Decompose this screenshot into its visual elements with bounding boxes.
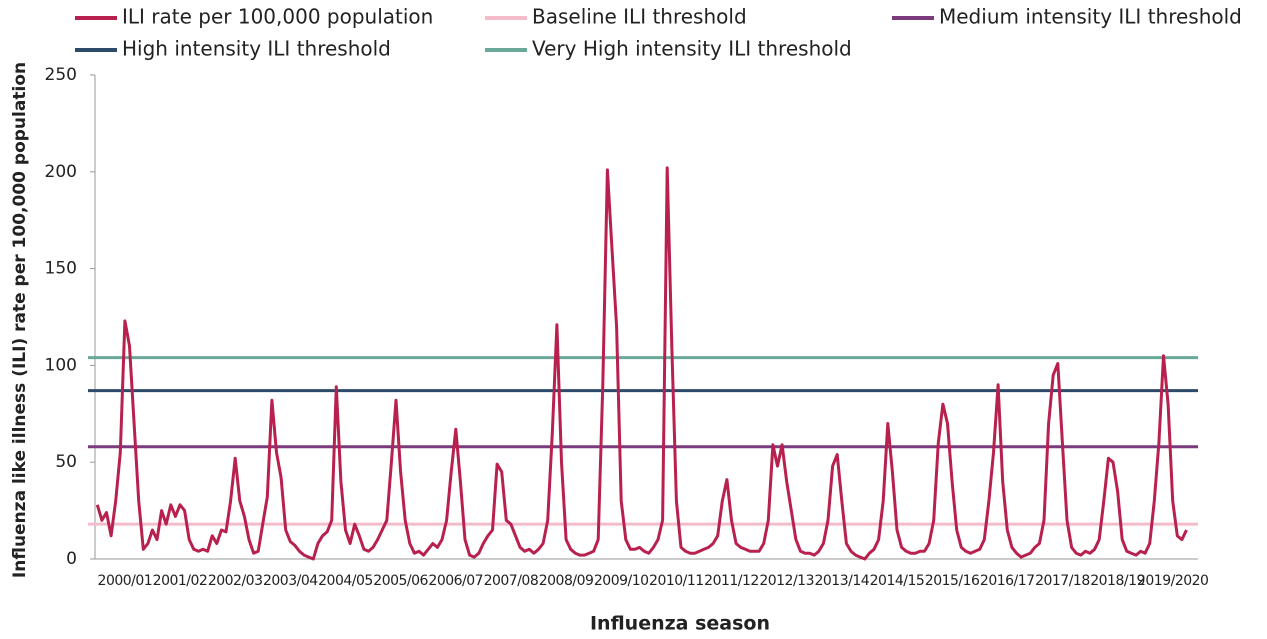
x-tick-label: 2003/04 (263, 573, 318, 589)
legend-label: ILI rate per 100,000 population (122, 5, 433, 29)
legend-label: Medium intensity ILI threshold (939, 5, 1242, 29)
y-tick-label: 150 (45, 259, 77, 279)
x-tick-label: 2011/12 (704, 573, 759, 589)
legend-label: Very High intensity ILI threshold (532, 37, 852, 61)
x-tick-label: 2007/08 (484, 573, 539, 589)
y-tick-label: 50 (55, 452, 77, 472)
y-tick-label: 250 (45, 65, 77, 85)
y-axis-label: Influenza like illness (ILI) rate per 10… (10, 62, 30, 578)
x-tick-label: 2008/09 (539, 573, 594, 589)
x-tick-label: 2000/01 (98, 573, 153, 589)
x-tick-label: 2006/07 (428, 573, 483, 589)
y-tick-label: 100 (45, 355, 77, 375)
x-tick-label: 2017/18 (1035, 573, 1090, 589)
y-tick-label: 0 (66, 549, 77, 569)
x-axis-label: Influenza season (590, 613, 770, 635)
x-tick-label: 2016/17 (980, 573, 1035, 589)
y-tick-label: 200 (45, 162, 77, 182)
x-tick-label: 2018/19 (1090, 573, 1145, 589)
x-tick-label: 2004/05 (318, 573, 373, 589)
x-tick-label: 2013/14 (814, 573, 869, 589)
x-tick-label: 2019/2020 (1137, 573, 1208, 589)
x-tick-label: 2001/02 (153, 573, 208, 589)
x-tick-label: 2009/10 (594, 573, 649, 589)
legend-label: Baseline ILI threshold (532, 5, 747, 29)
x-tick-label: 2005/06 (373, 573, 428, 589)
ili-line (95, 166, 1188, 561)
x-tick-label: 2015/16 (925, 573, 980, 589)
x-tick-label: 2010/11 (649, 573, 704, 589)
x-tick-label: 2002/03 (208, 573, 263, 589)
x-tick-label: 2014/15 (870, 573, 925, 589)
legend-label: High intensity ILI threshold (122, 37, 391, 61)
x-tick-label: 2012/13 (759, 573, 814, 589)
